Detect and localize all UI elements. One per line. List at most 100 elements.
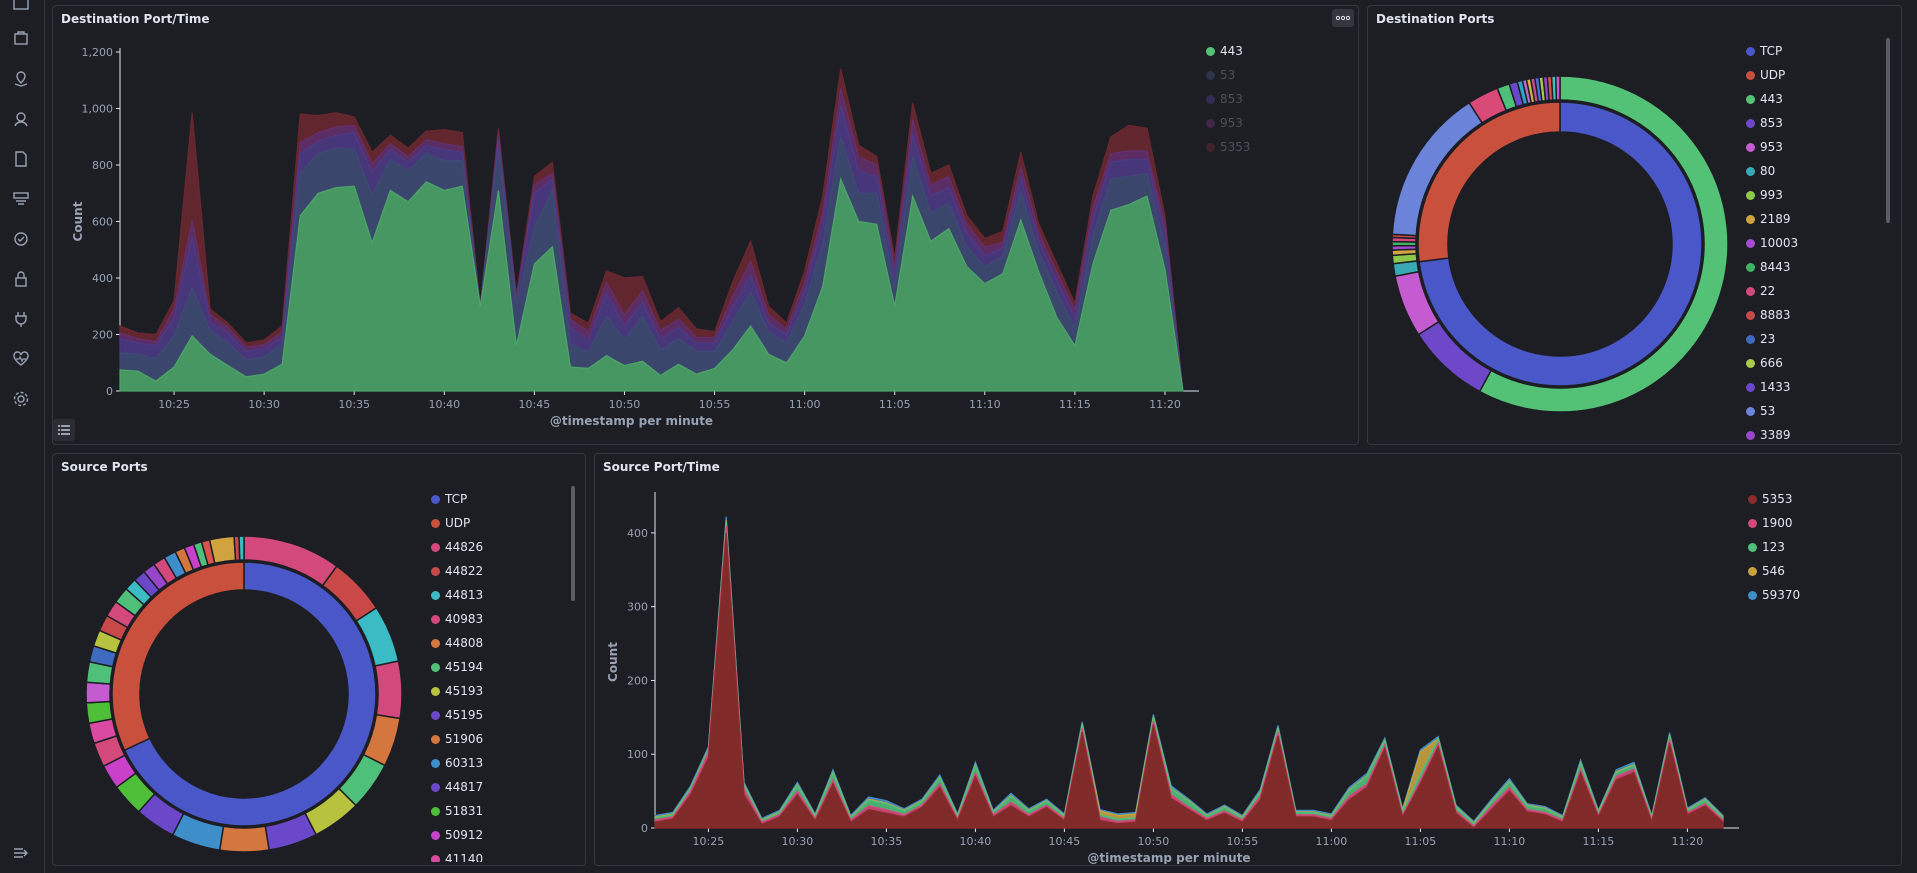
legend-item[interactable]: 45193: [431, 679, 483, 703]
destination-port-time-chart: 0 200 400 600 800 1,000 1,200 10:25 10:30 10:35 10…: [71, 46, 1199, 428]
legend-color-dot: [1748, 543, 1757, 552]
collapse-menu-icon[interactable]: [10, 842, 32, 864]
legend-item[interactable]: 44822: [431, 559, 483, 583]
legend-item[interactable]: 953: [1746, 135, 1798, 159]
building-icon[interactable]: [10, 27, 32, 49]
legend-label: 8883: [1760, 308, 1791, 322]
legend-item[interactable]: 123: [1748, 535, 1800, 559]
panel-title: Destination Port/Time: [61, 12, 210, 26]
legend-item[interactable]: 41140: [431, 847, 483, 862]
legend-color-dot: [1746, 239, 1755, 248]
lock-icon[interactable]: [10, 268, 32, 290]
legend-item[interactable]: 443: [1746, 87, 1798, 111]
legend-label: 853: [1220, 92, 1243, 106]
outer-slice-51906[interactable]: [218, 825, 270, 853]
map-icon[interactable]: [10, 68, 32, 90]
legend-item[interactable]: 3389: [1746, 423, 1798, 441]
inner-slice-UDP[interactable]: [111, 561, 245, 752]
user-search-icon[interactable]: [10, 108, 32, 130]
check-icon[interactable]: [10, 228, 32, 250]
legend-item[interactable]: 51831: [431, 799, 483, 823]
inner-slice-TCP[interactable]: [1418, 101, 1703, 387]
outer-slice-other[interactable]: [1555, 75, 1561, 101]
legend-color-dot: [431, 663, 440, 672]
legend-item[interactable]: 51906: [431, 727, 483, 751]
x-axis-title: @timestamp per minute: [1087, 851, 1250, 864]
legend-item[interactable]: TCP: [431, 487, 483, 511]
outer-slice-other[interactable]: [238, 535, 245, 561]
legend-label: 953: [1760, 140, 1783, 154]
inner-slice-UDP[interactable]: [1417, 101, 1561, 263]
x-tick-label: 10:35: [338, 398, 370, 411]
gear-icon[interactable]: [10, 388, 32, 410]
series-area-123: [654, 521, 1724, 827]
legend-item[interactable]: 1900: [1748, 511, 1800, 535]
legend-item[interactable]: 44813: [431, 583, 483, 607]
legend-color-dot: [1746, 359, 1755, 368]
legend-item[interactable]: 45194: [431, 655, 483, 679]
legend-label: 10003: [1760, 236, 1799, 250]
legend-color-dot: [1746, 263, 1755, 272]
inner-slice-TCP[interactable]: [123, 561, 377, 827]
legend-item[interactable]: 23: [1746, 327, 1798, 351]
legend-item[interactable]: 44808: [431, 631, 483, 655]
legend-item[interactable]: 45195: [431, 703, 483, 727]
legend-item[interactable]: 10003: [1746, 231, 1798, 255]
plug-icon[interactable]: [10, 308, 32, 330]
legend-scrollbar[interactable]: [1886, 38, 1890, 223]
legend-item[interactable]: 5353: [1748, 487, 1800, 511]
legend-label: 22: [1760, 284, 1776, 298]
document-icon[interactable]: [10, 148, 32, 170]
outer-slice-other[interactable]: [208, 535, 237, 565]
legend-color-dot: [1746, 119, 1755, 128]
index-icon[interactable]: [10, 188, 32, 210]
outer-slice-other[interactable]: [85, 700, 114, 725]
source-port-time-legend: 5353 1900 123 546 59370: [1748, 487, 1800, 607]
heartbeat-icon[interactable]: [10, 348, 32, 370]
legend-item[interactable]: 8883: [1746, 303, 1798, 327]
legend-item[interactable]: UDP: [431, 511, 483, 535]
legend-item[interactable]: 40983: [431, 607, 483, 631]
legend-color-dot: [1746, 311, 1755, 320]
legend-item[interactable]: 44817: [431, 775, 483, 799]
legend-item[interactable]: 2189: [1746, 207, 1798, 231]
outer-slice-40983[interactable]: [374, 660, 403, 720]
legend-item[interactable]: 5353: [1206, 135, 1251, 159]
y-tick-label: 800: [92, 159, 113, 172]
legend-item[interactable]: UDP: [1746, 63, 1798, 87]
x-tick-label: 10:25: [693, 835, 725, 848]
legend-label: 44817: [445, 780, 484, 794]
legend-item[interactable]: TCP: [1746, 39, 1798, 63]
legend-item[interactable]: 53: [1746, 399, 1798, 423]
legend-item[interactable]: 853: [1206, 87, 1251, 111]
legend-label: 8443: [1760, 260, 1791, 274]
legend-item[interactable]: 22: [1746, 279, 1798, 303]
legend-label: UDP: [445, 516, 471, 530]
legend-item[interactable]: 50912: [431, 823, 483, 847]
dashboard-icon[interactable]: [10, 0, 32, 14]
legend-item[interactable]: 8443: [1746, 255, 1798, 279]
legend-item[interactable]: 993: [1746, 183, 1798, 207]
legend-color-dot: [431, 855, 440, 862]
legend-item[interactable]: 80: [1746, 159, 1798, 183]
legend-item[interactable]: 546: [1748, 559, 1800, 583]
legend-scrollbar[interactable]: [571, 486, 575, 601]
toggle-legend-button[interactable]: [53, 419, 75, 441]
legend-item[interactable]: 1433: [1746, 375, 1798, 399]
x-tick-label: 10:55: [1227, 835, 1259, 848]
legend-item[interactable]: 60313: [431, 751, 483, 775]
outer-slice-other[interactable]: [85, 681, 112, 704]
panel-title: Destination Ports: [1376, 12, 1495, 26]
legend-item[interactable]: 953: [1206, 111, 1251, 135]
legend-item[interactable]: 853: [1746, 111, 1798, 135]
legend-item[interactable]: 44826: [431, 535, 483, 559]
legend-color-dot: [431, 543, 440, 552]
list-icon: [58, 425, 70, 435]
legend-item[interactable]: 666: [1746, 351, 1798, 375]
legend-item[interactable]: 53: [1206, 63, 1251, 87]
legend-item[interactable]: 443: [1206, 39, 1251, 63]
panel-options-button[interactable]: [1332, 9, 1354, 27]
x-tick-label: 11:10: [1494, 835, 1526, 848]
legend-item[interactable]: 59370: [1748, 583, 1800, 607]
series-area-546: [654, 520, 1724, 825]
